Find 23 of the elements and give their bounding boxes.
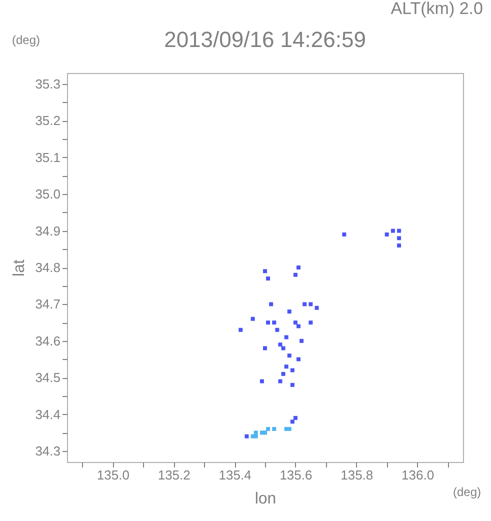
x-tick-label: 135.8 (340, 468, 374, 482)
y-tick-label: 34.6 (35, 333, 60, 348)
x-tick-label: 135.6 (280, 468, 312, 482)
chart-title: 2013/09/16 14:26:59 (164, 27, 366, 52)
y-tick-label: 34.9 (35, 223, 60, 238)
y-axis-title: lat (11, 259, 28, 276)
y-tick-label: 34.8 (35, 260, 60, 275)
y-tick-label: 35.2 (35, 113, 60, 128)
x-tick-label: 135.4 (218, 468, 252, 482)
y-tick-label: 34.3 (35, 443, 60, 458)
chart-subtitle: ALT(km) 2.0 (390, 0, 483, 18)
y-tick-label: 34.5 (35, 370, 60, 386)
y-tick-label: 35.0 (35, 186, 60, 202)
x-tick-label: 135.2 (158, 468, 190, 482)
y-tick-label: 35.1 (35, 150, 60, 165)
x-axis-title: lon (254, 490, 276, 508)
text: (deg) (453, 485, 482, 499)
x-tick-label: 136.0 (402, 468, 434, 482)
y-tick-label: 35.3 (35, 76, 60, 92)
y-tick-label: 34.7 (35, 296, 60, 312)
text: (deg) (12, 33, 40, 47)
y-tick-label: 34.4 (35, 406, 60, 422)
x-tick-label: 135.0 (96, 468, 130, 482)
